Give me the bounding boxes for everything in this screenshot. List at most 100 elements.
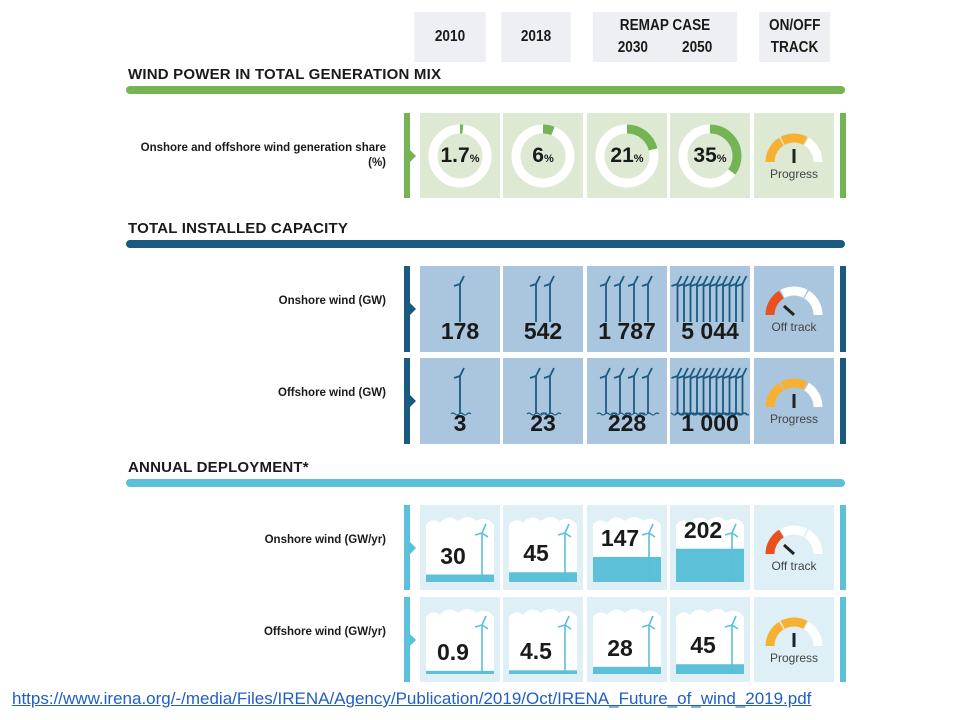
section-divider — [126, 479, 845, 487]
turbine-icon — [474, 523, 489, 582]
value-cell: 45 — [503, 505, 583, 590]
turbine-icon — [729, 275, 741, 322]
value-cell: 1 787 — [587, 266, 667, 352]
turbine-icon — [703, 367, 715, 414]
turbine-icon — [529, 275, 541, 322]
turbine-icon — [671, 275, 748, 322]
value-cell: 0.9 — [420, 597, 500, 682]
turbine-icon — [697, 275, 709, 322]
turbine-group — [588, 272, 666, 337]
section-divider — [126, 86, 845, 94]
section-title: WIND POWER IN TOTAL GENERATION MIX — [128, 66, 442, 83]
turbine-icon — [627, 367, 639, 414]
donut-chart — [678, 124, 742, 187]
deployment-bar — [676, 664, 744, 674]
row-end-bar — [840, 505, 846, 590]
value-cell: 4.5 — [503, 597, 583, 682]
turbine-icon — [596, 367, 660, 416]
capacity-value: 23 — [530, 410, 556, 436]
row-label: Onshore and offshore wind generation sha… — [140, 141, 386, 169]
donut-value: 21% — [610, 144, 643, 168]
turbine-icon — [526, 367, 562, 416]
track-status-cell: Off track — [754, 505, 834, 590]
deployment-graphic — [676, 609, 744, 674]
turbine-group — [421, 272, 499, 337]
deployment-value: 4.5 — [520, 638, 552, 665]
row-accent-bar — [404, 266, 410, 352]
donut-chart — [511, 124, 575, 187]
value-cell: 45 — [670, 597, 750, 682]
row-label: Offshore wind (GW/yr) — [263, 625, 386, 638]
value-unit: % — [633, 152, 644, 165]
capacity-value: 178 — [440, 318, 480, 344]
value-number: 35 — [693, 143, 717, 167]
row-end-bar — [840, 358, 846, 444]
track-status-cell: Progress — [754, 113, 834, 198]
donut-fill — [595, 124, 659, 187]
turbine-icon — [677, 367, 689, 414]
gauge — [764, 285, 824, 326]
turbine-icon — [710, 275, 722, 322]
deployment-graphic — [593, 517, 661, 582]
value-number: 6 — [532, 143, 544, 167]
value-cell: 1 000 — [668, 358, 754, 444]
donut-value: 6% — [532, 144, 553, 168]
gauge — [764, 377, 824, 418]
turbine-icon — [529, 275, 555, 322]
row-arrow-icon — [410, 395, 416, 407]
turbine-icon — [627, 275, 639, 322]
turbine-icon — [599, 275, 611, 322]
deployment-graphic — [509, 609, 577, 674]
value-number: 1.7 — [440, 143, 470, 167]
turbine-icon — [641, 275, 653, 322]
value-cell: 30 — [420, 505, 500, 590]
value-cell: 35% — [670, 113, 750, 198]
wave-icon — [596, 412, 618, 416]
turbine-icon — [716, 275, 728, 322]
capacity-value: 228 — [607, 410, 647, 436]
row-arrow-icon — [410, 633, 416, 646]
donut-value: 1.7% — [441, 144, 480, 168]
row-accent-bar — [404, 113, 410, 198]
gauge-icon — [765, 617, 823, 647]
value-unit: % — [543, 152, 554, 165]
track-status-cell: Progress — [754, 358, 834, 444]
section-divider — [126, 240, 845, 248]
deployment-bar — [593, 556, 661, 582]
turbine-icon — [543, 367, 555, 414]
track-status-label: Progress — [769, 650, 819, 665]
gauge-icon — [765, 286, 823, 317]
donut-value: 35% — [693, 144, 726, 168]
turbine-icon — [557, 523, 572, 582]
turbine-icon — [474, 615, 489, 674]
header-2010-label: 2010 — [434, 28, 466, 45]
value-cell: 28 — [587, 597, 667, 682]
turbine-icon — [453, 367, 465, 414]
turbine-icon — [690, 367, 702, 414]
gauge-needle — [782, 304, 796, 317]
capacity-value: 542 — [523, 318, 563, 344]
deployment-bar — [509, 670, 577, 674]
value-cell: 5 044 — [670, 266, 750, 352]
turbine-icon — [671, 367, 683, 414]
source-link[interactable]: https://www.irena.org/-/media/Files/IREN… — [12, 689, 812, 708]
donut-fill — [428, 124, 492, 187]
value-cell: 23 — [503, 358, 583, 444]
turbine-icon — [613, 275, 625, 322]
turbine-icon — [453, 275, 465, 322]
turbine-icon — [613, 367, 625, 414]
track-status-label: Off track — [771, 320, 817, 334]
deployment-graphic — [426, 609, 494, 674]
turbine-icon — [641, 367, 653, 414]
deployment-graphic — [426, 517, 494, 582]
turbine-icon — [599, 275, 653, 322]
value-cell: 147 — [587, 505, 667, 590]
header-track-label: ON/OFF TRACK — [769, 17, 821, 56]
wave-icon — [624, 412, 646, 416]
section-title: TOTAL INSTALLED CAPACITY — [128, 220, 349, 237]
turbine-icon — [723, 367, 735, 414]
turbine-group — [668, 364, 754, 429]
deployment-value: 28 — [607, 634, 633, 661]
turbine-icon — [557, 615, 572, 674]
track-status-cell: Off track — [754, 266, 834, 352]
